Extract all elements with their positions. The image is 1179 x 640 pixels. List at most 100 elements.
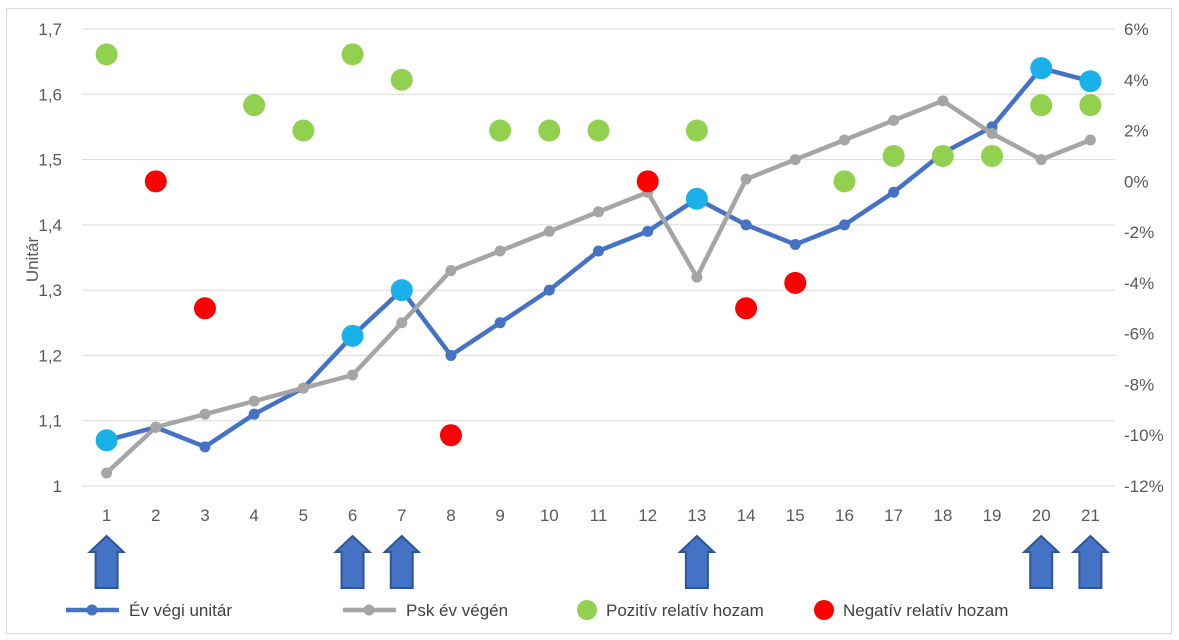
x-tick-label: 3 bbox=[200, 506, 209, 525]
y-right-tick-label: -4% bbox=[1124, 274, 1154, 293]
series-0-point bbox=[199, 441, 211, 453]
up-arrow-icon bbox=[677, 534, 717, 589]
x-tick-label: 19 bbox=[983, 506, 1002, 525]
series-1-point bbox=[593, 206, 604, 218]
y-right-tick-label: -8% bbox=[1124, 375, 1154, 394]
y-left-tick-label: 1,5 bbox=[38, 151, 62, 170]
series-1-point bbox=[150, 421, 162, 433]
legend-label: Év végi unitár bbox=[129, 601, 232, 620]
axes: 1 1,1 1,2 1,3 1,4 1,5 1,6 1,7 -12% -10% -8% -6% -4% -… bbox=[23, 20, 1164, 525]
y-left-tick-label: 1,1 bbox=[38, 412, 62, 431]
series-1-point bbox=[101, 467, 113, 479]
y-left-tick-label: 1,4 bbox=[38, 216, 62, 235]
y-left-tick-label: 1,3 bbox=[38, 281, 62, 300]
x-tick-label: 13 bbox=[687, 506, 706, 525]
y-left-tick-label: 1,6 bbox=[38, 85, 62, 104]
highlight-point bbox=[95, 429, 118, 452]
y-right-tick-label: -2% bbox=[1124, 223, 1154, 242]
up-arrow-icon bbox=[1070, 534, 1110, 589]
scatter-point-2 bbox=[1030, 94, 1053, 117]
legend-point-marker bbox=[363, 604, 375, 616]
series-0-point bbox=[642, 225, 654, 237]
scatter-point-3 bbox=[784, 271, 807, 294]
series-0-point bbox=[838, 219, 850, 231]
highlight-point bbox=[1079, 70, 1102, 93]
x-tick-label: 7 bbox=[397, 506, 406, 525]
up-arrow-icon bbox=[382, 534, 422, 589]
x-tick-label: 20 bbox=[1032, 506, 1051, 525]
series-1-point bbox=[494, 245, 506, 257]
series-1-point bbox=[888, 114, 900, 126]
y-right-tick-label: -6% bbox=[1124, 325, 1154, 344]
series-1-point bbox=[297, 382, 309, 394]
x-tick-label: 18 bbox=[933, 506, 952, 525]
scatter-point-2 bbox=[341, 43, 364, 66]
x-tick-label: 9 bbox=[495, 506, 504, 525]
gridlines bbox=[82, 28, 1115, 487]
y-right-tick-label: -10% bbox=[1124, 426, 1164, 445]
y-right-tick-label: 6% bbox=[1124, 20, 1149, 39]
series-1-point bbox=[248, 395, 260, 407]
y-left-tick-label: 1,2 bbox=[38, 346, 62, 365]
series-1-point bbox=[838, 134, 850, 146]
scatter-point-2 bbox=[685, 119, 708, 142]
series-1-point bbox=[1035, 154, 1047, 166]
x-tick-label: 11 bbox=[590, 506, 608, 525]
up-arrow-icon bbox=[1021, 534, 1061, 589]
x-tick-label: 8 bbox=[446, 506, 455, 525]
scatter-point-3 bbox=[439, 424, 462, 447]
series-0-point bbox=[789, 238, 801, 250]
series-1-point bbox=[199, 408, 211, 420]
y-left-tick-label: 1,7 bbox=[38, 20, 62, 39]
up-arrow-icon bbox=[333, 534, 373, 589]
scatter-point-2 bbox=[390, 68, 413, 91]
scatter-point-2 bbox=[538, 119, 561, 142]
scatter-point-2 bbox=[981, 144, 1004, 167]
highlight-point bbox=[390, 279, 413, 302]
legend-label: Negatív relatív hozam bbox=[843, 601, 1008, 620]
x-tick-label: 1 bbox=[102, 506, 111, 525]
x-tick-label: 5 bbox=[299, 506, 308, 525]
x-tick-label: 17 bbox=[884, 506, 903, 525]
up-arrow-icon bbox=[87, 534, 127, 589]
series-1-point bbox=[1084, 134, 1096, 146]
x-tick-label: 10 bbox=[540, 506, 559, 525]
series-0-point bbox=[248, 408, 260, 420]
legend-point-marker bbox=[86, 604, 98, 616]
scatter-point-2 bbox=[1079, 94, 1102, 117]
x-tick-label: 12 bbox=[638, 506, 657, 525]
x-tick-label: 16 bbox=[835, 506, 854, 525]
y-right-tick-label: 2% bbox=[1124, 122, 1149, 141]
scatter-point-2 bbox=[833, 170, 856, 193]
series-1-point bbox=[937, 95, 949, 107]
series-0-point bbox=[888, 186, 900, 198]
scatter-point-2 bbox=[292, 119, 315, 142]
legend-label: Pozitív relatív hozam bbox=[606, 601, 764, 620]
series-1-point bbox=[445, 265, 457, 277]
series-1-point bbox=[347, 369, 359, 381]
scatter-point-3 bbox=[735, 297, 758, 320]
scatter-point-3 bbox=[144, 170, 167, 193]
series-0-point bbox=[593, 245, 604, 257]
y-axis-label: Unitár bbox=[23, 236, 42, 282]
y-right-tick-label: -12% bbox=[1124, 477, 1164, 496]
scatter-point-2 bbox=[243, 94, 266, 117]
x-tick-label: 14 bbox=[737, 506, 756, 525]
scatter-point-2 bbox=[489, 119, 512, 142]
legend-label: Psk év végén bbox=[406, 601, 508, 620]
series-0-point bbox=[543, 284, 555, 296]
series-0-point bbox=[445, 349, 457, 361]
series-1-point bbox=[543, 225, 555, 237]
chart-frame bbox=[6, 8, 1172, 634]
scatter-point-3 bbox=[193, 297, 216, 320]
y-right-tick-label: 0% bbox=[1124, 172, 1149, 191]
scatter-point-2 bbox=[931, 144, 954, 167]
arrow-markers bbox=[87, 534, 1110, 589]
series-1-point bbox=[986, 127, 998, 139]
series-1-point bbox=[740, 173, 752, 185]
x-tick-label: 21 bbox=[1081, 506, 1100, 525]
series-layer bbox=[95, 43, 1102, 479]
scatter-point-3 bbox=[636, 170, 659, 193]
x-tick-label: 15 bbox=[786, 506, 805, 525]
